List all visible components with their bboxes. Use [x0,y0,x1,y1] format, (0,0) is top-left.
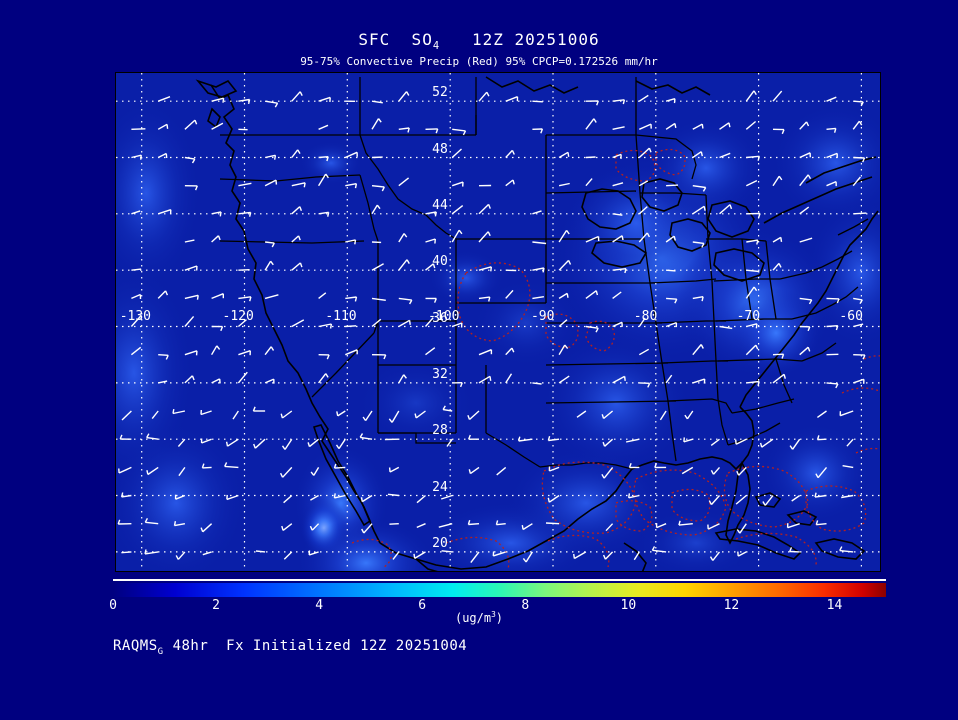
title-valid-time: 12Z 20251006 [440,30,600,49]
wind-barb-layer [117,90,867,564]
colorbar-units-label: (ug/m3) [0,610,958,625]
colorbar-gradient [113,583,886,597]
model-name-subscript: G [157,646,164,657]
colorbar-tick: 14 [826,598,843,613]
units-suffix: ) [495,611,504,625]
page-subtitle: 95-75% Convective Precip (Red) 95% CPCP=… [300,55,658,68]
map-svg [116,73,880,571]
colorbar-tick: 8 [521,598,530,613]
colorbar-tick: 0 [109,598,117,613]
colorbar-tick: 12 [723,598,740,613]
colorbar-tick: 10 [620,598,637,613]
title-species-prefix: SFC SO [358,30,433,49]
colorbar [113,583,886,597]
units-prefix: (ug/m [454,611,492,625]
map-plot-area: -130 -120 -110 -100 -90 -80 -70 -60 52 48 44 40 36 32… [115,72,881,572]
colorbar-tick: 6 [418,598,427,613]
convective-precip-contour-layer [351,148,880,570]
model-run-info: 48hr Fx Initialized 12Z 20251004 [163,638,468,654]
title-species-subscript: 4 [432,40,441,53]
page-title: SFC SO4 12Z 20251006 [0,30,958,52]
model-run-caption: RAQMSG 48hr Fx Initialized 12Z 20251004 [113,638,467,657]
model-name-prefix: RAQMS [113,638,158,654]
colorbar-tick: 4 [315,598,324,613]
colorbar-top-rule [113,579,886,581]
colorbar-tick: 2 [212,598,220,613]
units-superscript: 3 [491,610,496,619]
so4-plume-layer [116,98,880,571]
